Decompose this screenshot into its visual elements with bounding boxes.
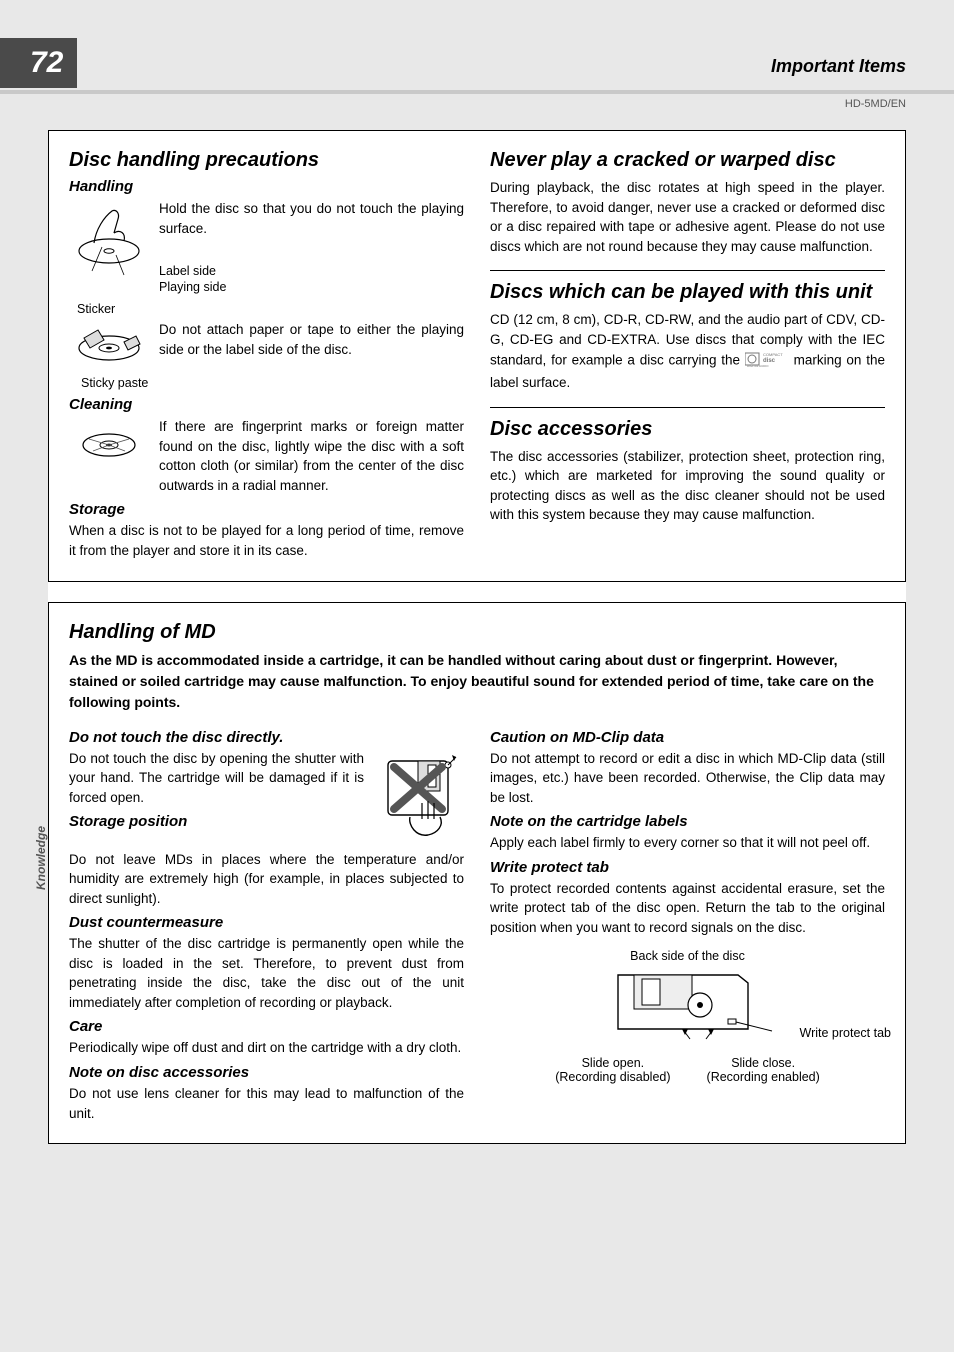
labels-text: Apply each label firmly to every corner …	[490, 833, 885, 853]
rec-enabled-label: (Recording enabled)	[707, 1070, 820, 1084]
cleaning-text: If there are fingerprint marks or foreig…	[159, 417, 464, 495]
sticker-caption: Sticker	[77, 302, 464, 316]
storage-heading: Storage	[69, 501, 464, 518]
handling-md-intro: As the MD is accommodated inside a cartr…	[69, 650, 885, 713]
box1-right-column: Never play a cracked or warped disc Duri…	[490, 149, 885, 561]
md-back-icon	[558, 963, 818, 1049]
note-acc-heading: Note on disc accessories	[69, 1064, 464, 1081]
svg-text:COMPACT: COMPACT	[763, 352, 783, 357]
disc-precautions-box: Disc handling precautions Handling	[48, 130, 906, 582]
handling-heading: Handling	[69, 178, 464, 195]
handling-md-box: Handling of MD As the MD is accommodated…	[48, 602, 906, 1145]
header-label: Important Items	[771, 56, 906, 77]
side-tab: Knowledge	[34, 826, 48, 890]
dust-heading: Dust countermeasure	[69, 914, 464, 931]
disc-sticker-icon	[69, 320, 149, 370]
box2-right-column: Caution on MD-Clip data Do not attempt t…	[490, 723, 885, 1124]
disc-cleaning-icon	[69, 417, 149, 467]
sticky-paste-caption: Sticky paste	[81, 376, 464, 390]
never-play-title: Never play a cracked or warped disc	[490, 149, 885, 172]
svg-text:DIGITAL AUDIO: DIGITAL AUDIO	[747, 364, 769, 367]
header-underline	[0, 90, 954, 94]
mdclip-heading: Caution on MD-Clip data	[490, 729, 885, 746]
disc-handling-title: Disc handling precautions	[69, 149, 464, 172]
no-attach-text: Do not attach paper or tape to either th…	[159, 320, 464, 359]
write-protect-diagram: Back side of the disc	[490, 949, 885, 1084]
cleaning-heading: Cleaning	[69, 396, 464, 413]
model-code: HD-5MD/EN	[845, 98, 906, 110]
md-dont-touch-icon	[374, 751, 464, 846]
disc-accessories-text: The disc accessories (stabilizer, protec…	[490, 447, 885, 525]
compact-disc-logo-icon: COMPACT disc DIGITAL AUDIO	[745, 349, 789, 373]
playing-side-caption: Playing side	[159, 280, 464, 294]
dust-text: The shutter of the disc cartridge is per…	[69, 934, 464, 1012]
mdclip-text: Do not attempt to record or edit a disc …	[490, 749, 885, 808]
wp-tab-label: Write protect tab	[800, 1026, 891, 1040]
slide-open-label: Slide open.	[555, 1056, 670, 1070]
page-number: 72	[0, 38, 77, 88]
discs-playable-title: Discs which can be played with this unit	[490, 281, 885, 304]
divider	[490, 407, 885, 408]
box1-left-column: Disc handling precautions Handling	[69, 149, 464, 561]
handling-md-title: Handling of MD	[69, 621, 885, 644]
dont-touch-heading: Do not touch the disc directly.	[69, 729, 464, 746]
care-heading: Care	[69, 1018, 464, 1035]
labels-heading: Note on the cartridge labels	[490, 813, 885, 830]
storage-pos-text: Do not leave MDs in places where the tem…	[69, 850, 464, 909]
divider	[490, 270, 885, 271]
disc-hold-icon	[69, 199, 149, 279]
rec-disabled-label: (Recording disabled)	[555, 1070, 670, 1084]
wp-heading: Write protect tab	[490, 859, 885, 876]
handling-text: Hold the disc so that you do not touch t…	[159, 199, 464, 238]
note-acc-text: Do not use lens cleaner for this may lea…	[69, 1084, 464, 1123]
slide-close-label: Slide close.	[707, 1056, 820, 1070]
back-side-label: Back side of the disc	[490, 949, 885, 963]
label-side-caption: Label side	[159, 264, 464, 278]
discs-playable-text: CD (12 cm, 8 cm), CD-R, CD-RW, and the a…	[490, 310, 885, 392]
care-text: Periodically wipe off dust and dirt on t…	[69, 1038, 464, 1058]
storage-text: When a disc is not to be played for a lo…	[69, 521, 464, 560]
wp-text: To protect recorded contents against acc…	[490, 879, 885, 938]
never-play-text: During playback, the disc rotates at hig…	[490, 178, 885, 256]
box2-left-column: Do not touch the disc directly.	[69, 723, 464, 1124]
disc-accessories-title: Disc accessories	[490, 418, 885, 441]
